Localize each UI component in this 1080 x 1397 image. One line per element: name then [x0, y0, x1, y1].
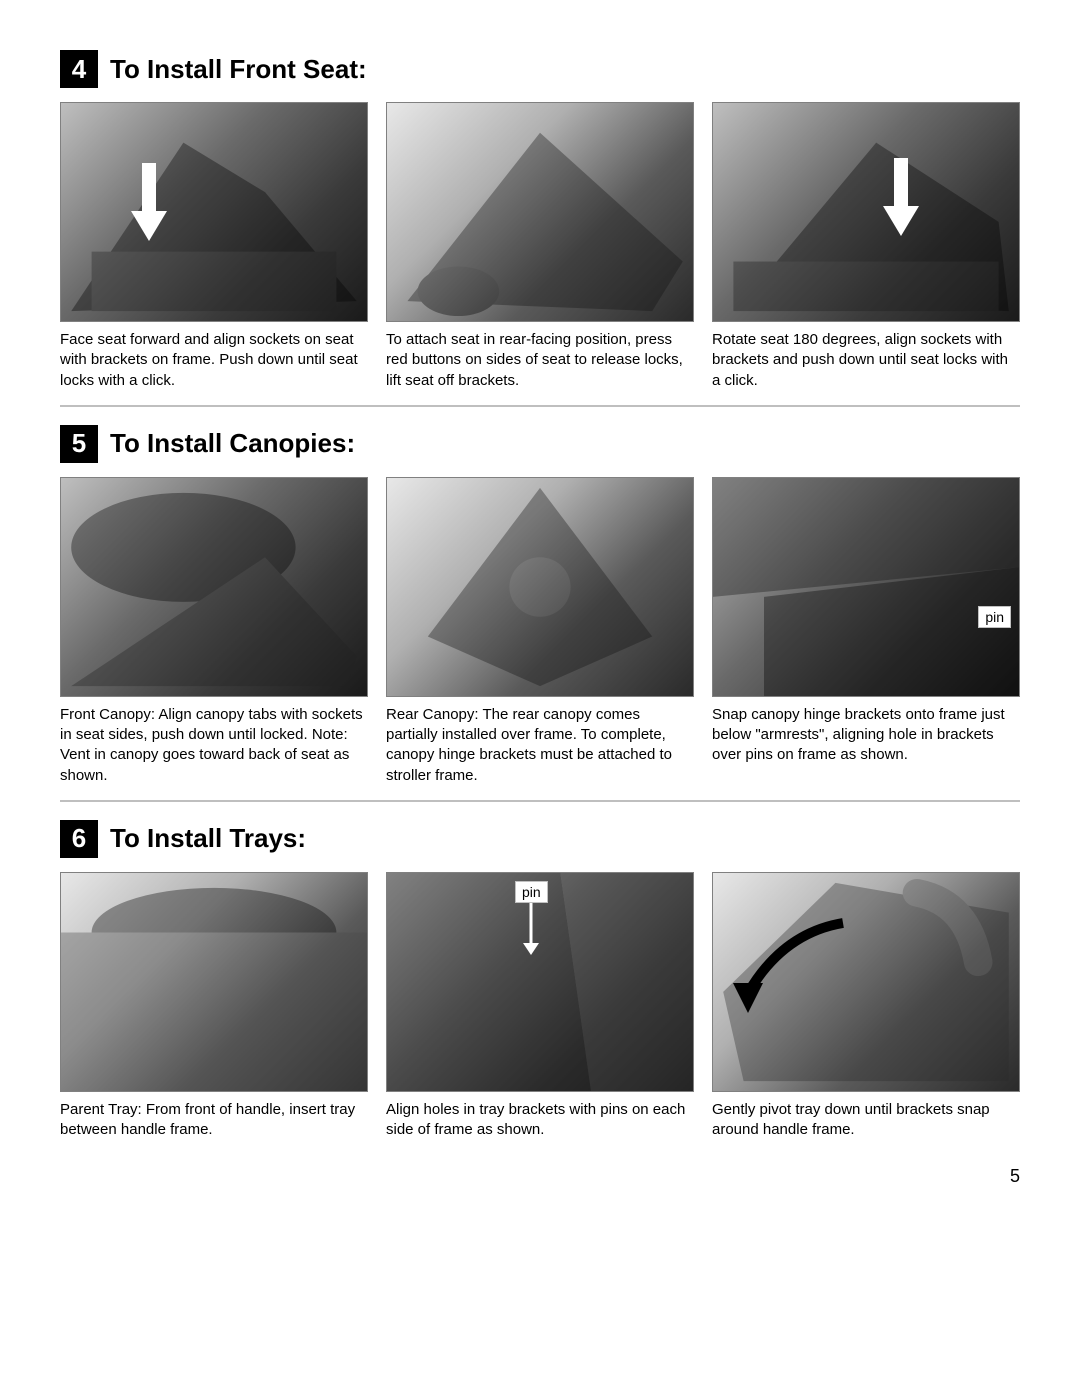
caption-text: Align holes in tray brackets with pins o…: [386, 1100, 694, 1141]
figure-row: Parent Tray: From front of handle, inser…: [60, 872, 1020, 1141]
instruction-figure: [386, 102, 694, 322]
caption-text: Rotate seat 180 degrees, align sockets w…: [712, 330, 1020, 391]
step-cell: To attach seat in rear-facing position, …: [386, 102, 694, 391]
instruction-figure: [712, 872, 1020, 1092]
caption-text: Face seat forward and align sockets on s…: [60, 330, 368, 391]
figure-row: Front Canopy: Align canopy tabs with soc…: [60, 477, 1020, 786]
step-cell: Rotate seat 180 degrees, align sockets w…: [712, 102, 1020, 391]
step-cell: pin Align holes in tray brackets with pi…: [386, 872, 694, 1141]
caption-text: Parent Tray: From front of handle, inser…: [60, 1100, 368, 1141]
pin-label-arrow: pin: [515, 881, 548, 955]
section-divider: [60, 800, 1020, 802]
section-divider: [60, 405, 1020, 407]
figure-row: Face seat forward and align sockets on s…: [60, 102, 1020, 391]
section-title: To Install Trays:: [110, 823, 306, 854]
caption-text: To attach seat in rear-facing position, …: [386, 330, 694, 391]
step-badge: 5: [60, 425, 98, 463]
step-cell: Rear Canopy: The rear canopy comes parti…: [386, 477, 694, 786]
section-title: To Install Canopies:: [110, 428, 355, 459]
instruction-figure: [60, 872, 368, 1092]
down-arrow-icon: [883, 158, 919, 236]
pin-label: pin: [978, 606, 1011, 628]
caption-text: Rear Canopy: The rear canopy comes parti…: [386, 705, 694, 786]
caption-text: Gently pivot tray down until brackets sn…: [712, 1100, 1020, 1141]
caption-text: Snap canopy hinge brackets onto frame ju…: [712, 705, 1020, 766]
instruction-figure: [386, 477, 694, 697]
step-badge: 4: [60, 50, 98, 88]
pin-label: pin: [515, 881, 548, 903]
section-title: To Install Front Seat:: [110, 54, 367, 85]
step-cell: Face seat forward and align sockets on s…: [60, 102, 368, 391]
section-header: 6 To Install Trays:: [60, 820, 1020, 858]
step-cell: Front Canopy: Align canopy tabs with soc…: [60, 477, 368, 786]
step-cell: Parent Tray: From front of handle, inser…: [60, 872, 368, 1141]
section-header: 5 To Install Canopies:: [60, 425, 1020, 463]
instruction-figure: pin: [712, 477, 1020, 697]
instruction-figure: pin: [386, 872, 694, 1092]
instruction-figure: [712, 102, 1020, 322]
page-number: 5: [60, 1166, 1020, 1187]
instruction-figure: [60, 102, 368, 322]
curved-arrow-icon: [723, 913, 863, 1033]
section-header: 4 To Install Front Seat:: [60, 50, 1020, 88]
step-cell: pin Snap canopy hinge brackets onto fram…: [712, 477, 1020, 786]
instruction-figure: [60, 477, 368, 697]
step-cell: Gently pivot tray down until brackets sn…: [712, 872, 1020, 1141]
down-arrow-icon: [131, 163, 167, 241]
step-badge: 6: [60, 820, 98, 858]
caption-text: Front Canopy: Align canopy tabs with soc…: [60, 705, 368, 786]
